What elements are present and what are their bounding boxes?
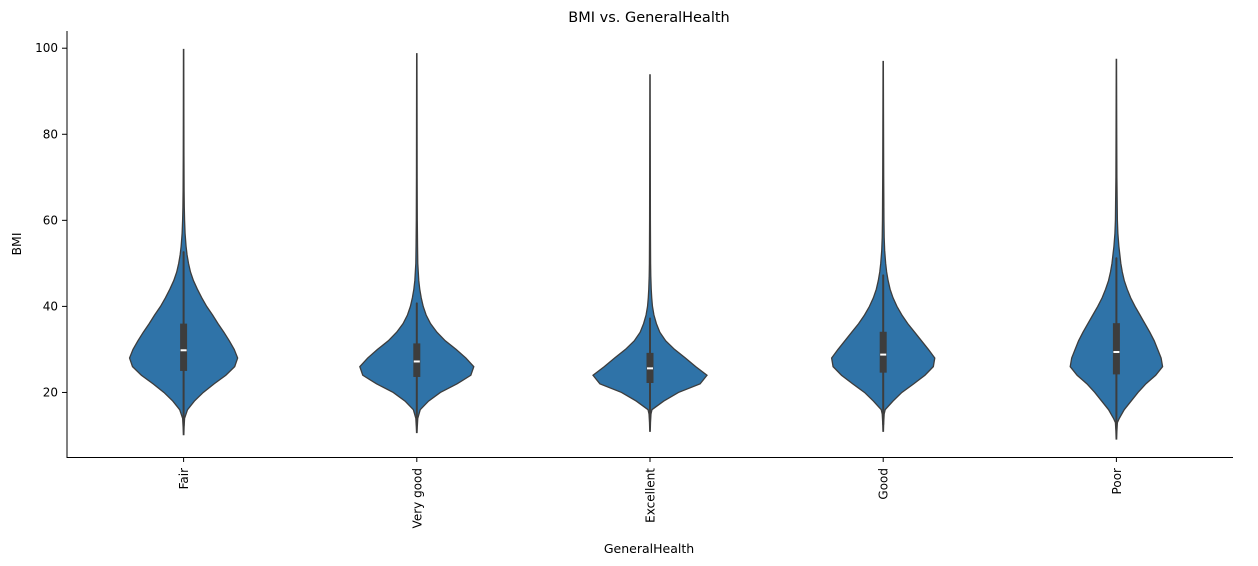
- violin-fair: [128, 48, 239, 436]
- y-axis-label: BMI: [9, 232, 24, 255]
- x-axis-ticks: Fair Very good Excellent Good Poor: [177, 457, 1124, 528]
- x-tick-label: Good: [877, 468, 891, 500]
- violin-poor: [1069, 58, 1164, 440]
- x-axis-label: GeneralHealth: [604, 541, 694, 556]
- x-tick-label: Very good: [410, 468, 424, 528]
- y-tick-label: 40: [43, 299, 58, 313]
- violin-very-good: [359, 53, 475, 434]
- violin-iqr-box: [413, 343, 421, 377]
- violins-group: [128, 48, 1164, 440]
- y-tick-label: 60: [43, 213, 58, 227]
- x-tick-label: Poor: [1110, 468, 1124, 494]
- x-tick-label: Excellent: [644, 468, 658, 523]
- chart-title: BMI vs. GeneralHealth: [568, 10, 729, 26]
- violin-iqr-box: [180, 323, 188, 371]
- violin-iqr-box: [1112, 323, 1120, 375]
- violin-good: [830, 60, 936, 432]
- violin-excellent: [592, 74, 708, 432]
- y-tick-label: 20: [43, 385, 58, 399]
- violin-iqr-box: [879, 331, 887, 373]
- y-axis-ticks: 20 40 60 80 100: [35, 41, 67, 399]
- y-tick-label: 80: [43, 127, 58, 141]
- x-tick-label: Fair: [177, 468, 191, 489]
- y-tick-label: 100: [35, 41, 58, 55]
